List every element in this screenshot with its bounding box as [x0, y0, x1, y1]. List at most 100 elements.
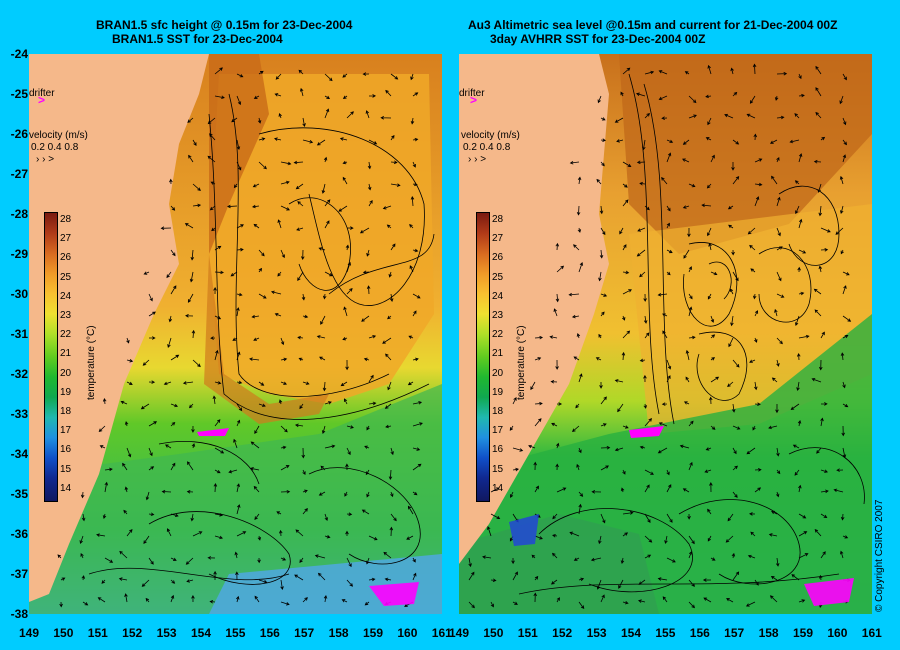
velocity-arrow — [412, 401, 423, 405]
velocity-arrow — [258, 161, 267, 170]
velocity-arrow — [187, 117, 194, 123]
velocity-arrow — [791, 574, 800, 581]
velocity-arrow — [99, 445, 106, 449]
velocity-arrow — [390, 160, 398, 165]
velocity-arrow — [412, 463, 422, 471]
velocity-arrow — [297, 335, 304, 340]
velocity-arrow — [637, 227, 646, 232]
velocity-arrow — [468, 557, 472, 568]
velocity-arrow — [710, 315, 715, 323]
velocity-arrow — [140, 403, 150, 410]
velocity-arrow — [661, 116, 668, 120]
colorbar-tick-label: 23 — [492, 310, 504, 321]
velocity-arrow — [324, 401, 332, 405]
east-australian-current-core — [209, 54, 269, 254]
velocity-arrow — [302, 314, 309, 319]
velocity-arrow — [833, 488, 844, 493]
velocity-arrow — [707, 535, 712, 542]
left-title-line1: BRAN1.5 sfc height @ 0.15m for 23-Dec-20… — [96, 18, 353, 32]
velocity-arrow — [250, 441, 260, 449]
velocity-arrow — [620, 557, 625, 565]
velocity-arrow — [556, 265, 565, 273]
velocity-arrow — [214, 469, 221, 474]
velocity-arrow — [842, 381, 846, 389]
velocity-arrow — [258, 403, 266, 407]
longitude-tick-label: 158 — [758, 626, 779, 640]
velocity-arrow — [533, 592, 538, 603]
velocity-arrow — [688, 114, 697, 119]
velocity-arrow — [657, 293, 668, 297]
velocity-arrow — [387, 381, 392, 391]
colorbar-tick-label: 17 — [60, 425, 72, 437]
velocity-arrow — [577, 227, 582, 233]
velocity-arrow — [185, 557, 194, 565]
velocity-arrow — [707, 293, 712, 300]
velocity-arrow — [188, 403, 194, 409]
colorbar-tick-label: 25 — [492, 271, 504, 283]
velocity-arrow — [388, 271, 392, 278]
velocity-arrow — [293, 160, 304, 165]
drifter-tracks — [629, 426, 854, 606]
velocity-arrow — [571, 314, 580, 319]
velocity-arrow — [236, 73, 244, 78]
longitude-tick-label: 149 — [448, 626, 470, 640]
velocity-arrow — [298, 357, 304, 361]
velocity-arrow — [324, 535, 331, 539]
velocity-arrow — [839, 550, 844, 559]
velocity-arrow — [368, 577, 376, 582]
velocity-arrow — [236, 531, 247, 537]
colorbar-tick-label: 21 — [492, 348, 504, 360]
velocity-arrow — [687, 227, 691, 238]
velocity-arrow — [642, 139, 646, 151]
velocity-arrow — [576, 333, 581, 339]
velocity-arrow — [362, 270, 370, 275]
velocity-arrow — [213, 482, 218, 493]
colorbar-tick-label: 21 — [60, 348, 72, 360]
velocity-arrow — [368, 139, 378, 145]
velocity-arrow — [790, 403, 800, 410]
velocity-arrow — [820, 551, 826, 559]
velocity-arrow — [746, 113, 756, 119]
colorbar-tick-label: 16 — [60, 444, 72, 456]
longitude-tick-label: 159 — [792, 626, 814, 640]
velocity-arrow — [841, 425, 845, 437]
colorbar-tick-label: 27 — [492, 233, 504, 245]
velocity-arrow — [820, 227, 831, 233]
velocity-arrow — [186, 579, 194, 583]
colorbar-tick-label: 23 — [60, 310, 72, 321]
latitude-tick-label: -34 — [10, 447, 28, 461]
velocity-arrow — [161, 489, 172, 494]
velocity-arrow — [794, 180, 800, 185]
velocity-arrow — [257, 557, 261, 564]
velocity-arrow — [280, 381, 288, 385]
velocity-arrow — [643, 403, 648, 409]
velocity-arrow — [820, 417, 824, 427]
velocity-arrow — [820, 489, 829, 494]
colorbar-tick-label: 25 — [60, 271, 72, 283]
velocity-arrow — [254, 513, 260, 520]
velocity-arrow — [184, 223, 194, 229]
velocity-arrow — [600, 513, 606, 524]
velocity-arrow — [622, 67, 631, 75]
velocity-arrow — [732, 139, 740, 145]
velocity-arrow — [576, 463, 580, 471]
velocity-arrow — [412, 293, 421, 299]
velocity-arrow — [820, 136, 826, 141]
velocity-arrow — [324, 95, 331, 100]
velocity-arrow — [412, 557, 416, 563]
velocity-arrow — [412, 357, 419, 362]
velocity-arrow — [345, 463, 349, 471]
velocity-arrow — [798, 553, 809, 559]
velocity-arrow — [840, 513, 845, 521]
velocity-arrow — [190, 249, 195, 261]
velocity-arrow — [813, 288, 822, 295]
velocity-arrow — [666, 469, 670, 476]
velocity-arrow — [487, 526, 492, 537]
velocity-arrow — [341, 599, 348, 603]
warm-core-region — [619, 54, 872, 254]
velocity-arrow — [600, 227, 606, 236]
longitude-tick-label: 153 — [586, 626, 607, 640]
velocity-arrow — [187, 293, 194, 303]
colorbar-tick-label: 27 — [60, 233, 72, 245]
velocity-arrow — [207, 155, 216, 163]
